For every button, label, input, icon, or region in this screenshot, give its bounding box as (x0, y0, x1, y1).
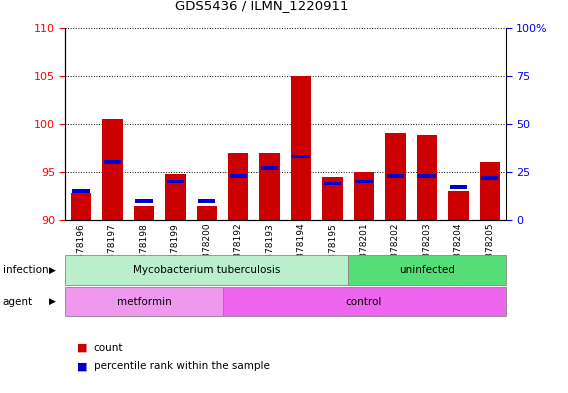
Bar (291, 75, 311, 220)
Bar (165, 174, 186, 220)
Bar (135, 199, 153, 203)
Bar (348, 255, 506, 285)
Bar (166, 180, 184, 184)
Text: agent: agent (3, 297, 33, 307)
Bar (481, 176, 499, 180)
Bar (102, 119, 123, 220)
Bar (356, 180, 373, 184)
Bar (354, 172, 374, 220)
Text: ■: ■ (77, 343, 87, 353)
Text: ▶: ▶ (49, 266, 56, 275)
Bar (293, 154, 310, 158)
Bar (479, 162, 500, 220)
Bar (72, 189, 90, 193)
Bar (418, 174, 436, 178)
Bar (387, 174, 404, 178)
Bar (71, 193, 91, 220)
Bar (448, 191, 469, 220)
Bar (65, 255, 348, 285)
Text: uninfected: uninfected (399, 265, 455, 275)
Bar (223, 287, 506, 316)
Text: ▶: ▶ (49, 297, 56, 306)
Bar (197, 206, 217, 220)
Text: ■: ■ (77, 361, 87, 371)
Text: Mycobacterium tuberculosis: Mycobacterium tuberculosis (133, 265, 281, 275)
Bar (133, 206, 154, 220)
Text: count: count (94, 343, 123, 353)
Bar (229, 174, 247, 178)
Bar (450, 185, 467, 189)
Bar (261, 166, 278, 170)
Bar (260, 152, 280, 220)
Bar (385, 133, 406, 220)
Bar (228, 152, 248, 220)
Bar (417, 135, 437, 220)
Text: percentile rank within the sample: percentile rank within the sample (94, 361, 270, 371)
Bar (198, 199, 215, 203)
Bar (323, 177, 343, 220)
Text: infection: infection (3, 265, 48, 275)
Bar (65, 287, 223, 316)
Text: GDS5436 / ILMN_1220911: GDS5436 / ILMN_1220911 (176, 0, 349, 12)
Bar (104, 160, 121, 164)
Text: metformin: metformin (116, 297, 172, 307)
Text: control: control (346, 297, 382, 307)
Bar (324, 182, 341, 185)
